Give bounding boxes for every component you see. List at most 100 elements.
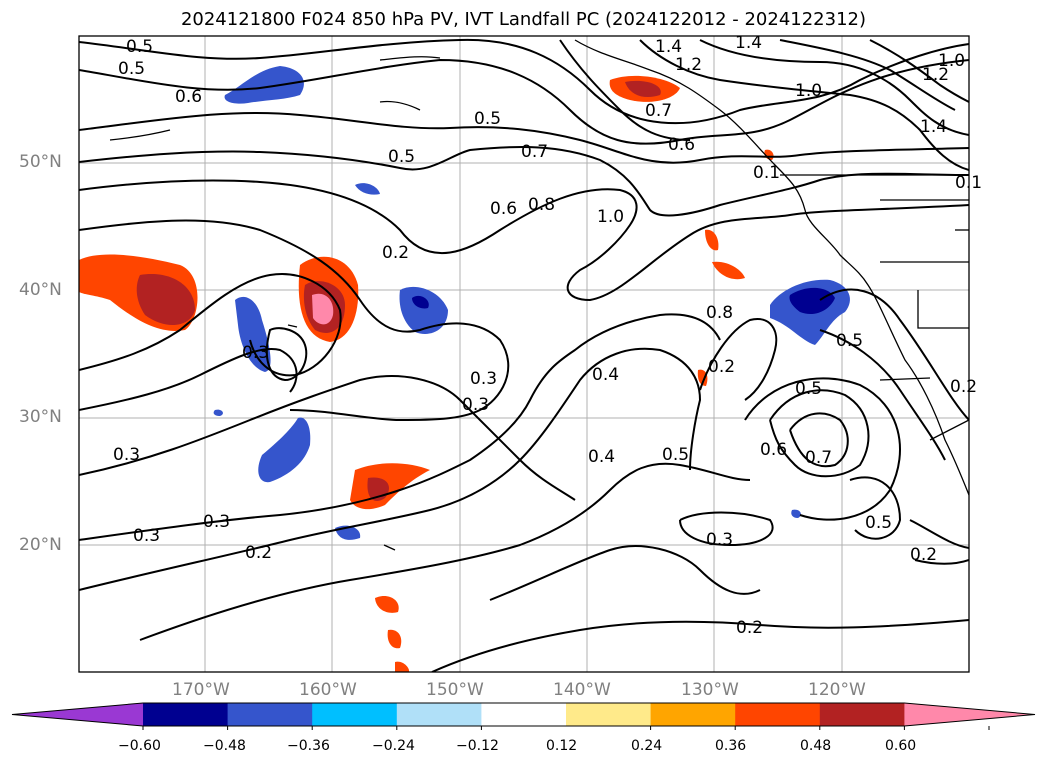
contour-label: 0.2 [736, 618, 763, 638]
colorbar-segment [735, 703, 821, 726]
colorbar-segment [481, 703, 567, 726]
pv-negative-blob [235, 296, 271, 372]
lat-label-20n: 20°N [19, 535, 62, 555]
contour-label: 0.6 [760, 440, 787, 460]
contour-label: 0.7 [805, 448, 832, 468]
colorbar-extend-high [904, 703, 1035, 726]
contour-label: 1.0 [597, 207, 624, 227]
contour-label: 0.2 [708, 357, 735, 377]
ivt-contours [79, 38, 969, 672]
contour-label: 0.2 [382, 243, 409, 263]
colorbar-tick-label: −0.24 [372, 738, 415, 754]
contour-label: 0.5 [836, 331, 863, 351]
contour-label: 0.5 [795, 379, 822, 399]
coastlines [109, 39, 969, 551]
contour-label: 0.7 [645, 101, 672, 121]
contour-label: 1.0 [938, 51, 965, 71]
pv-fill-blobs [79, 66, 850, 672]
pv-negative-blob [224, 66, 304, 104]
pv-positive-core [625, 80, 661, 98]
lat-label-50n: 50°N [19, 152, 62, 172]
contour-label: 0.3 [706, 530, 733, 550]
contour-label: 0.6 [490, 199, 517, 219]
colorbar-tick-label: 0.12 [546, 738, 578, 754]
contour-label-group: 0.5 0.5 0.6 0.5 0.5 0.7 0.6 0.8 1.0 0.2 … [113, 33, 982, 638]
lon-label-160w: 160°W [299, 680, 357, 700]
lat-label-30n: 30°N [19, 407, 62, 427]
contour-label: 1.4 [735, 33, 762, 53]
contour-label: 1.2 [675, 55, 702, 75]
pv-positive-blob [712, 261, 745, 280]
contour-label: 1.4 [655, 37, 682, 57]
colorbar-tick-label: −0.12 [456, 738, 499, 754]
colorbar-segment [143, 703, 229, 726]
pv-positive-max [312, 293, 334, 325]
pv-negative-blob [213, 409, 223, 416]
contour-label: 0.5 [118, 59, 145, 79]
contour-label: 0.5 [126, 37, 153, 57]
pv-negative-core [789, 287, 835, 315]
contour-label: 0.1 [753, 163, 780, 183]
pv-positive-blob [350, 463, 430, 510]
pv-positive-blob [395, 661, 410, 672]
lat-label-40n: 40°N [19, 280, 62, 300]
lon-label-150w: 150°W [426, 680, 484, 700]
contour-label: 0.2 [950, 377, 977, 397]
colorbar-tick-label: 0.48 [800, 738, 832, 754]
pv-positive-blob [705, 229, 719, 251]
colorbar-segment [650, 703, 736, 726]
lon-label-170w: 170°W [172, 680, 230, 700]
colorbar-tick-label: 0.24 [631, 738, 663, 754]
pv-positive-blob [697, 369, 708, 386]
contour-label: 0.5 [865, 513, 892, 533]
contour-label: 1.2 [922, 65, 949, 85]
colorbar-tick-label: −0.60 [118, 738, 161, 754]
contour-label: 0.8 [528, 195, 555, 215]
contour-label: 1.0 [795, 81, 822, 101]
pv-negative-core [412, 295, 429, 309]
pv-negative-blob [258, 417, 311, 483]
colorbar-tick-label: 0.60 [885, 738, 917, 754]
contour-label: 0.7 [521, 142, 548, 162]
contour-label: 0.3 [113, 445, 140, 465]
colorbar [11, 702, 1036, 730]
colorbar-segment [566, 703, 652, 726]
pv-positive-core [136, 274, 195, 326]
pv-positive-blob [375, 595, 399, 613]
colorbar-segment [312, 703, 398, 726]
contour-label: 0.5 [662, 445, 689, 465]
map-frame [78, 35, 970, 673]
pv-negative-blob [399, 286, 448, 334]
contour-label: 0.3 [203, 512, 230, 532]
contour-label: 0.6 [668, 135, 695, 155]
gridlines [79, 36, 969, 672]
contour-label: 0.2 [910, 545, 937, 565]
contour-label: 0.3 [470, 369, 497, 389]
contour-label: 0.2 [245, 543, 272, 563]
contour-label: 0.8 [706, 303, 733, 323]
contour-label: 1.4 [920, 117, 947, 137]
contour-label: 0.4 [592, 365, 619, 385]
colorbar-tick-label: 0.36 [715, 738, 747, 754]
colorbar-segment [396, 703, 482, 726]
colorbar-segment [227, 703, 313, 726]
pv-negative-blob [791, 509, 801, 518]
colorbar-extend-low [12, 703, 143, 726]
contour-label: 0.5 [474, 109, 501, 129]
colorbar-tick-label: −0.36 [287, 738, 330, 754]
contour-label: 0.4 [588, 447, 615, 467]
contour-label: 0.6 [175, 87, 202, 107]
pv-negative-blob [355, 183, 380, 195]
contour-label: 0.3 [242, 343, 269, 363]
map-title: 2024121800 F024 850 hPa PV, IVT Landfall… [180, 9, 867, 30]
contour-label: 0.1 [955, 173, 982, 193]
colorbar-segment [819, 703, 905, 726]
lon-label-130w: 130°W [681, 680, 739, 700]
contour-label: 0.3 [462, 395, 489, 415]
contour-label: 0.3 [133, 526, 160, 546]
lon-label-140w: 140°W [553, 680, 611, 700]
pv-positive-blob [387, 629, 402, 649]
contour-label: 0.5 [388, 147, 415, 167]
colorbar-tick-label: −0.48 [203, 738, 246, 754]
